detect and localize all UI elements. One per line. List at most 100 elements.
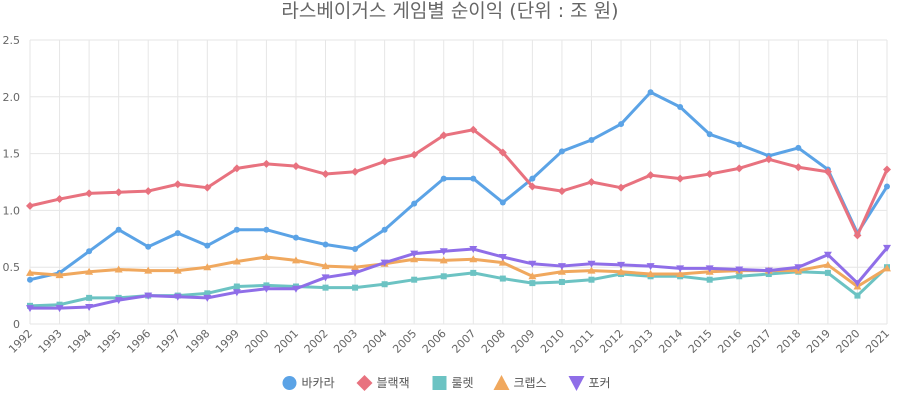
legend-item[interactable]: 룰렛 (432, 376, 474, 390)
data-point[interactable] (676, 270, 685, 278)
data-point[interactable] (144, 266, 153, 274)
data-point[interactable] (203, 183, 212, 192)
legend-item[interactable]: 포커 (568, 376, 611, 391)
data-point[interactable] (262, 159, 271, 168)
data-point[interactable] (381, 281, 388, 288)
data-point[interactable] (380, 259, 389, 267)
data-point[interactable] (291, 285, 300, 293)
data-point[interactable] (706, 131, 713, 138)
data-point[interactable] (528, 272, 537, 280)
data-point[interactable] (356, 375, 373, 391)
data-point[interactable] (568, 376, 585, 391)
data-point[interactable] (56, 301, 63, 308)
data-point[interactable] (854, 292, 861, 299)
data-point[interactable] (617, 183, 626, 192)
data-point[interactable] (529, 175, 536, 182)
data-point[interactable] (469, 246, 478, 254)
data-point[interactable] (439, 256, 448, 264)
data-point[interactable] (617, 267, 626, 275)
data-point[interactable] (86, 294, 93, 301)
data-point[interactable] (115, 226, 122, 233)
data-point[interactable] (232, 289, 241, 297)
data-point[interactable] (557, 263, 566, 271)
data-point[interactable] (292, 234, 299, 241)
data-point[interactable] (764, 267, 773, 275)
legend-item[interactable]: 블랙잭 (356, 375, 410, 391)
data-point[interactable] (617, 261, 626, 269)
data-point[interactable] (411, 200, 418, 207)
data-point[interactable] (646, 270, 655, 278)
data-point[interactable] (55, 305, 64, 313)
data-point[interactable] (884, 183, 890, 190)
series-line[interactable] (28, 246, 889, 310)
data-point[interactable] (85, 303, 94, 311)
data-point[interactable] (411, 276, 418, 283)
data-point[interactable] (440, 175, 447, 182)
data-point[interactable] (26, 305, 34, 313)
data-point[interactable] (794, 264, 803, 272)
data-point[interactable] (204, 290, 211, 297)
data-point[interactable] (173, 180, 182, 189)
data-point[interactable] (498, 148, 507, 157)
data-point[interactable] (795, 144, 802, 151)
data-point[interactable] (55, 271, 64, 279)
data-point[interactable] (27, 276, 33, 283)
data-point[interactable] (440, 273, 447, 280)
series-line[interactable] (28, 255, 889, 289)
data-point[interactable] (233, 226, 240, 233)
data-point[interactable] (883, 264, 891, 272)
data-point[interactable] (291, 256, 300, 264)
data-point[interactable] (173, 266, 182, 274)
data-point[interactable] (823, 167, 832, 176)
data-point[interactable] (291, 162, 300, 171)
data-point[interactable] (86, 248, 93, 255)
data-point[interactable] (321, 170, 330, 179)
data-point[interactable] (232, 164, 241, 173)
data-point[interactable] (351, 263, 360, 271)
data-point[interactable] (145, 243, 152, 250)
data-point[interactable] (262, 252, 271, 260)
legend-item[interactable]: 바카라 (282, 376, 335, 390)
legend-item[interactable]: 크랩스 (493, 375, 547, 390)
data-point[interactable] (529, 280, 536, 287)
data-point[interactable] (352, 284, 359, 291)
data-point[interactable] (618, 121, 625, 128)
data-point[interactable] (85, 189, 94, 198)
data-point[interactable] (232, 257, 241, 265)
data-point[interactable] (676, 174, 685, 183)
data-point[interactable] (203, 294, 212, 302)
data-point[interactable] (588, 136, 595, 143)
data-point[interactable] (587, 178, 596, 186)
series-line[interactable] (28, 265, 889, 308)
data-point[interactable] (498, 258, 507, 266)
data-point[interactable] (410, 255, 419, 263)
data-point[interactable] (55, 195, 64, 204)
data-point[interactable] (587, 260, 596, 268)
series-line[interactable] (28, 128, 889, 237)
data-point[interactable] (853, 280, 862, 288)
data-point[interactable] (646, 263, 655, 271)
data-point[interactable] (203, 263, 212, 271)
data-point[interactable] (439, 131, 448, 140)
data-point[interactable] (322, 284, 329, 291)
data-point[interactable] (558, 148, 565, 155)
data-point[interactable] (736, 273, 743, 280)
data-point[interactable] (26, 268, 34, 276)
data-point[interactable] (351, 167, 360, 176)
data-point[interactable] (282, 376, 297, 390)
data-point[interactable] (144, 292, 153, 300)
data-point[interactable] (824, 269, 831, 276)
data-point[interactable] (469, 255, 478, 263)
data-point[interactable] (114, 188, 123, 197)
series-line[interactable] (28, 90, 889, 282)
data-point[interactable] (883, 165, 891, 174)
data-point[interactable] (498, 253, 507, 261)
data-point[interactable] (381, 226, 388, 233)
data-point[interactable] (705, 170, 714, 179)
data-point[interactable] (233, 283, 240, 290)
data-point[interactable] (823, 251, 832, 259)
data-point[interactable] (677, 104, 684, 111)
data-point[interactable] (263, 226, 270, 233)
data-point[interactable] (439, 248, 448, 256)
data-point[interactable] (735, 164, 744, 173)
